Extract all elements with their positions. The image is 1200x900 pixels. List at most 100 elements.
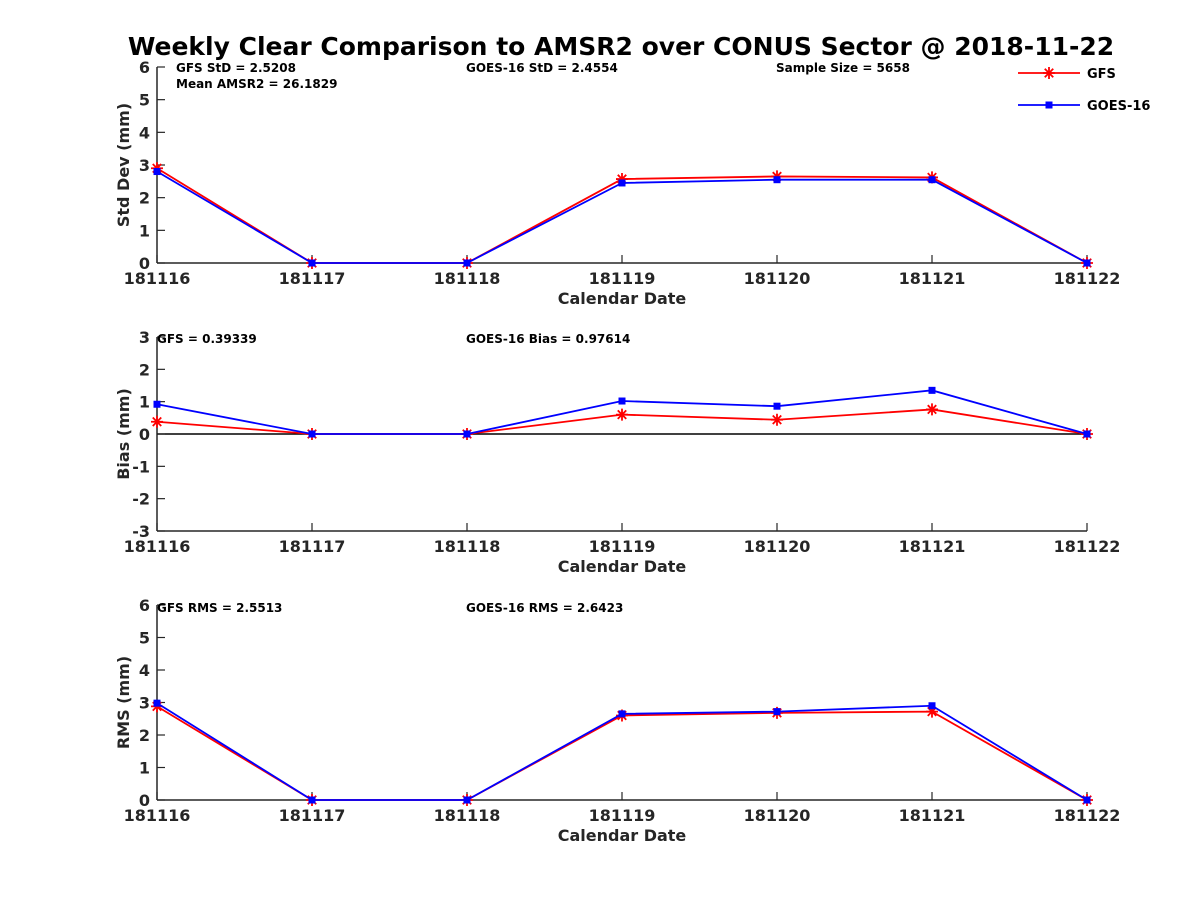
- data-point-square: [1083, 796, 1091, 804]
- x-tick-label: 181117: [279, 806, 346, 825]
- stat-annotation: GFS StD = 2.5208: [176, 61, 296, 75]
- x-axis-label: Calendar Date: [558, 557, 687, 576]
- y-tick-label: 1: [139, 759, 150, 778]
- data-point-square: [618, 710, 626, 718]
- y-tick-label: -3: [132, 522, 150, 541]
- data-point-square: [308, 796, 316, 804]
- x-tick-label: 181117: [279, 269, 346, 288]
- data-point-square: [153, 168, 161, 176]
- legend-entry-gfs: GFS: [1018, 67, 1116, 82]
- series-goes-16: [153, 386, 1091, 438]
- data-point-asterisk: [151, 415, 163, 428]
- x-tick-label: 181118: [434, 269, 501, 288]
- legend: GFS GOES-16: [1018, 67, 1150, 114]
- legend-label: GOES-16: [1087, 99, 1150, 114]
- stat-annotation: GOES-16 RMS = 2.6423: [466, 601, 623, 615]
- panel-3: 0 1 2 3 4 5 6 181116 181117 181118 181119 181120 181…: [114, 596, 1120, 845]
- x-tick-label: 181121: [899, 537, 966, 556]
- legend-marker-asterisk: [1043, 67, 1055, 79]
- y-axis-label: Std Dev (mm): [114, 103, 133, 227]
- data-point-square: [928, 176, 936, 184]
- x-tick-label: 181116: [124, 537, 191, 556]
- panel-2: -3 -2 -1 0 1 2 3 181116 181117 181118 181119 181120…: [114, 328, 1120, 576]
- data-point-asterisk: [926, 705, 938, 718]
- stat-annotation: GOES-16 Bias = 0.97614: [466, 332, 630, 346]
- data-point-square: [773, 708, 781, 716]
- panels: 0 1 2 3 4 5 6 181116 181117 181118 181119 181120 181…: [114, 58, 1120, 845]
- y-tick-label: 4: [139, 123, 150, 142]
- legend-label: GFS: [1087, 67, 1116, 82]
- data-point-asterisk: [616, 408, 628, 421]
- data-point-square: [153, 699, 161, 707]
- x-tick-label: 181117: [279, 537, 346, 556]
- y-tick-label: 3: [139, 328, 150, 347]
- y-tick-label: 0: [139, 425, 150, 444]
- y-tick-label: 4: [139, 661, 150, 680]
- x-tick-label: 181120: [744, 269, 811, 288]
- y-tick-label: 2: [139, 360, 150, 379]
- legend-entry-goes-16: GOES-16: [1018, 99, 1150, 114]
- data-point-square: [463, 796, 471, 804]
- data-point-square: [1083, 259, 1091, 267]
- stat-annotation: Mean AMSR2 = 26.1829: [176, 77, 337, 91]
- stat-annotation: GFS RMS = 2.5513: [157, 601, 282, 615]
- y-tick-label: 3: [139, 156, 150, 175]
- series-goes-16: [153, 168, 1091, 267]
- data-point-asterisk: [771, 413, 783, 426]
- x-tick-label: 181119: [589, 269, 656, 288]
- y-tick-label: 2: [139, 726, 150, 745]
- y-tick-label: -1: [132, 457, 150, 476]
- series-gfs: [151, 162, 1093, 269]
- y-axis-label: Bias (mm): [114, 388, 133, 480]
- legend-marker-square: [1045, 101, 1053, 109]
- x-tick-label: 181118: [434, 537, 501, 556]
- data-point-square: [153, 400, 161, 408]
- y-tick-label: 0: [139, 254, 150, 273]
- series-goes-16: [153, 699, 1091, 804]
- x-tick-label: 181122: [1054, 806, 1121, 825]
- y-tick-label: -2: [132, 490, 150, 509]
- data-point-square: [618, 179, 626, 187]
- stat-annotation: Sample Size = 5658: [776, 61, 910, 75]
- y-tick-label: 1: [139, 393, 150, 412]
- x-axis-label: Calendar Date: [558, 826, 687, 845]
- data-point-square: [308, 259, 316, 267]
- figure-title: Weekly Clear Comparison to AMSR2 over CO…: [128, 32, 1114, 61]
- data-point-square: [463, 430, 471, 438]
- stat-annotation: GOES-16 StD = 2.4554: [466, 61, 618, 75]
- y-tick-label: 5: [139, 91, 150, 110]
- data-point-square: [928, 702, 936, 710]
- y-tick-label: 5: [139, 629, 150, 648]
- x-axis-label: Calendar Date: [558, 289, 687, 308]
- x-tick-label: 181121: [899, 806, 966, 825]
- x-tick-label: 181119: [589, 806, 656, 825]
- y-tick-label: 1: [139, 221, 150, 240]
- x-tick-label: 181121: [899, 269, 966, 288]
- y-axis-label: RMS (mm): [114, 656, 133, 749]
- x-tick-label: 181119: [589, 537, 656, 556]
- data-point-square: [773, 176, 781, 184]
- x-tick-label: 181120: [744, 537, 811, 556]
- y-tick-label: 3: [139, 694, 150, 713]
- y-tick-label: 6: [139, 58, 150, 77]
- x-tick-label: 181116: [124, 269, 191, 288]
- data-point-square: [618, 397, 626, 405]
- y-tick-label: 2: [139, 189, 150, 208]
- data-point-square: [1083, 430, 1091, 438]
- stat-annotation: GFS = 0.39339: [157, 332, 257, 346]
- x-tick-label: 181120: [744, 806, 811, 825]
- data-point-asterisk: [616, 173, 628, 186]
- data-point-square: [773, 402, 781, 410]
- x-tick-label: 181116: [124, 806, 191, 825]
- data-point-square: [463, 259, 471, 267]
- y-tick-label: 6: [139, 596, 150, 615]
- x-tick-label: 181118: [434, 806, 501, 825]
- y-tick-label: 0: [139, 791, 150, 810]
- x-tick-label: 181122: [1054, 537, 1121, 556]
- x-tick-label: 181122: [1054, 269, 1121, 288]
- data-point-square: [928, 386, 936, 394]
- panel-1: 0 1 2 3 4 5 6 181116 181117 181118 181119 181120 181…: [114, 58, 1120, 308]
- data-point-square: [308, 430, 316, 438]
- data-point-asterisk: [926, 403, 938, 416]
